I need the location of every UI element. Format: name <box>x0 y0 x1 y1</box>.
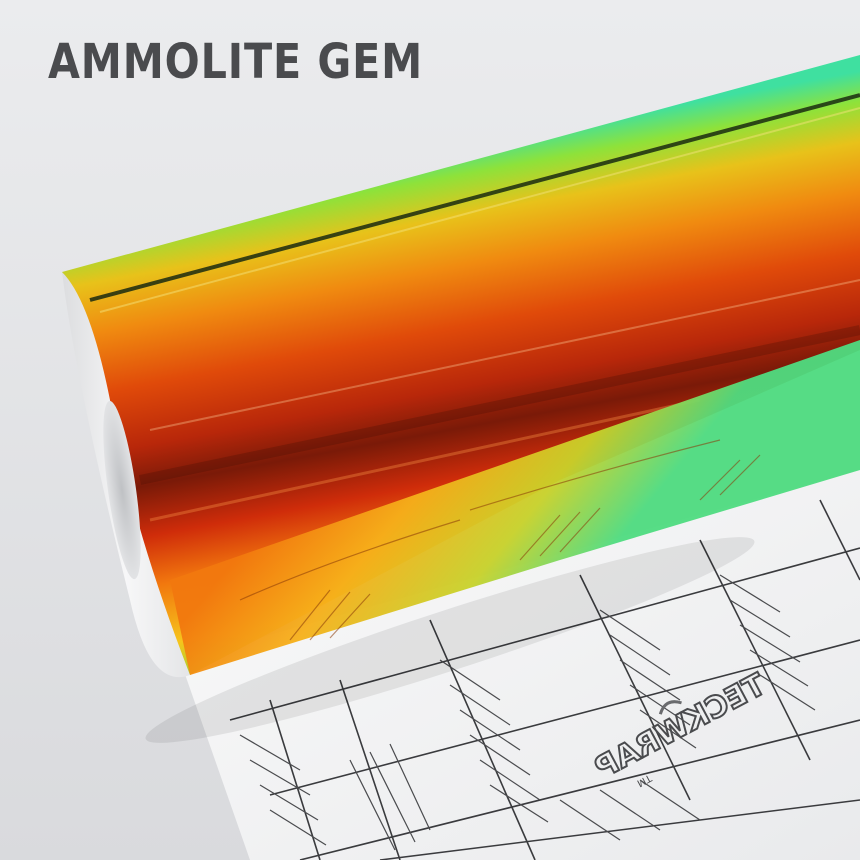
roll-flap <box>170 340 860 675</box>
liner-hatching <box>239 574 816 851</box>
roll-end <box>62 272 190 678</box>
roll-core <box>103 400 141 580</box>
product-title: AMMOLITE GEM <box>48 34 424 90</box>
liner-grid <box>229 499 860 860</box>
roll-surface <box>62 55 860 675</box>
backing-liner: TECKWRAP TM <box>180 470 860 860</box>
vinyl-roll <box>62 55 860 743</box>
